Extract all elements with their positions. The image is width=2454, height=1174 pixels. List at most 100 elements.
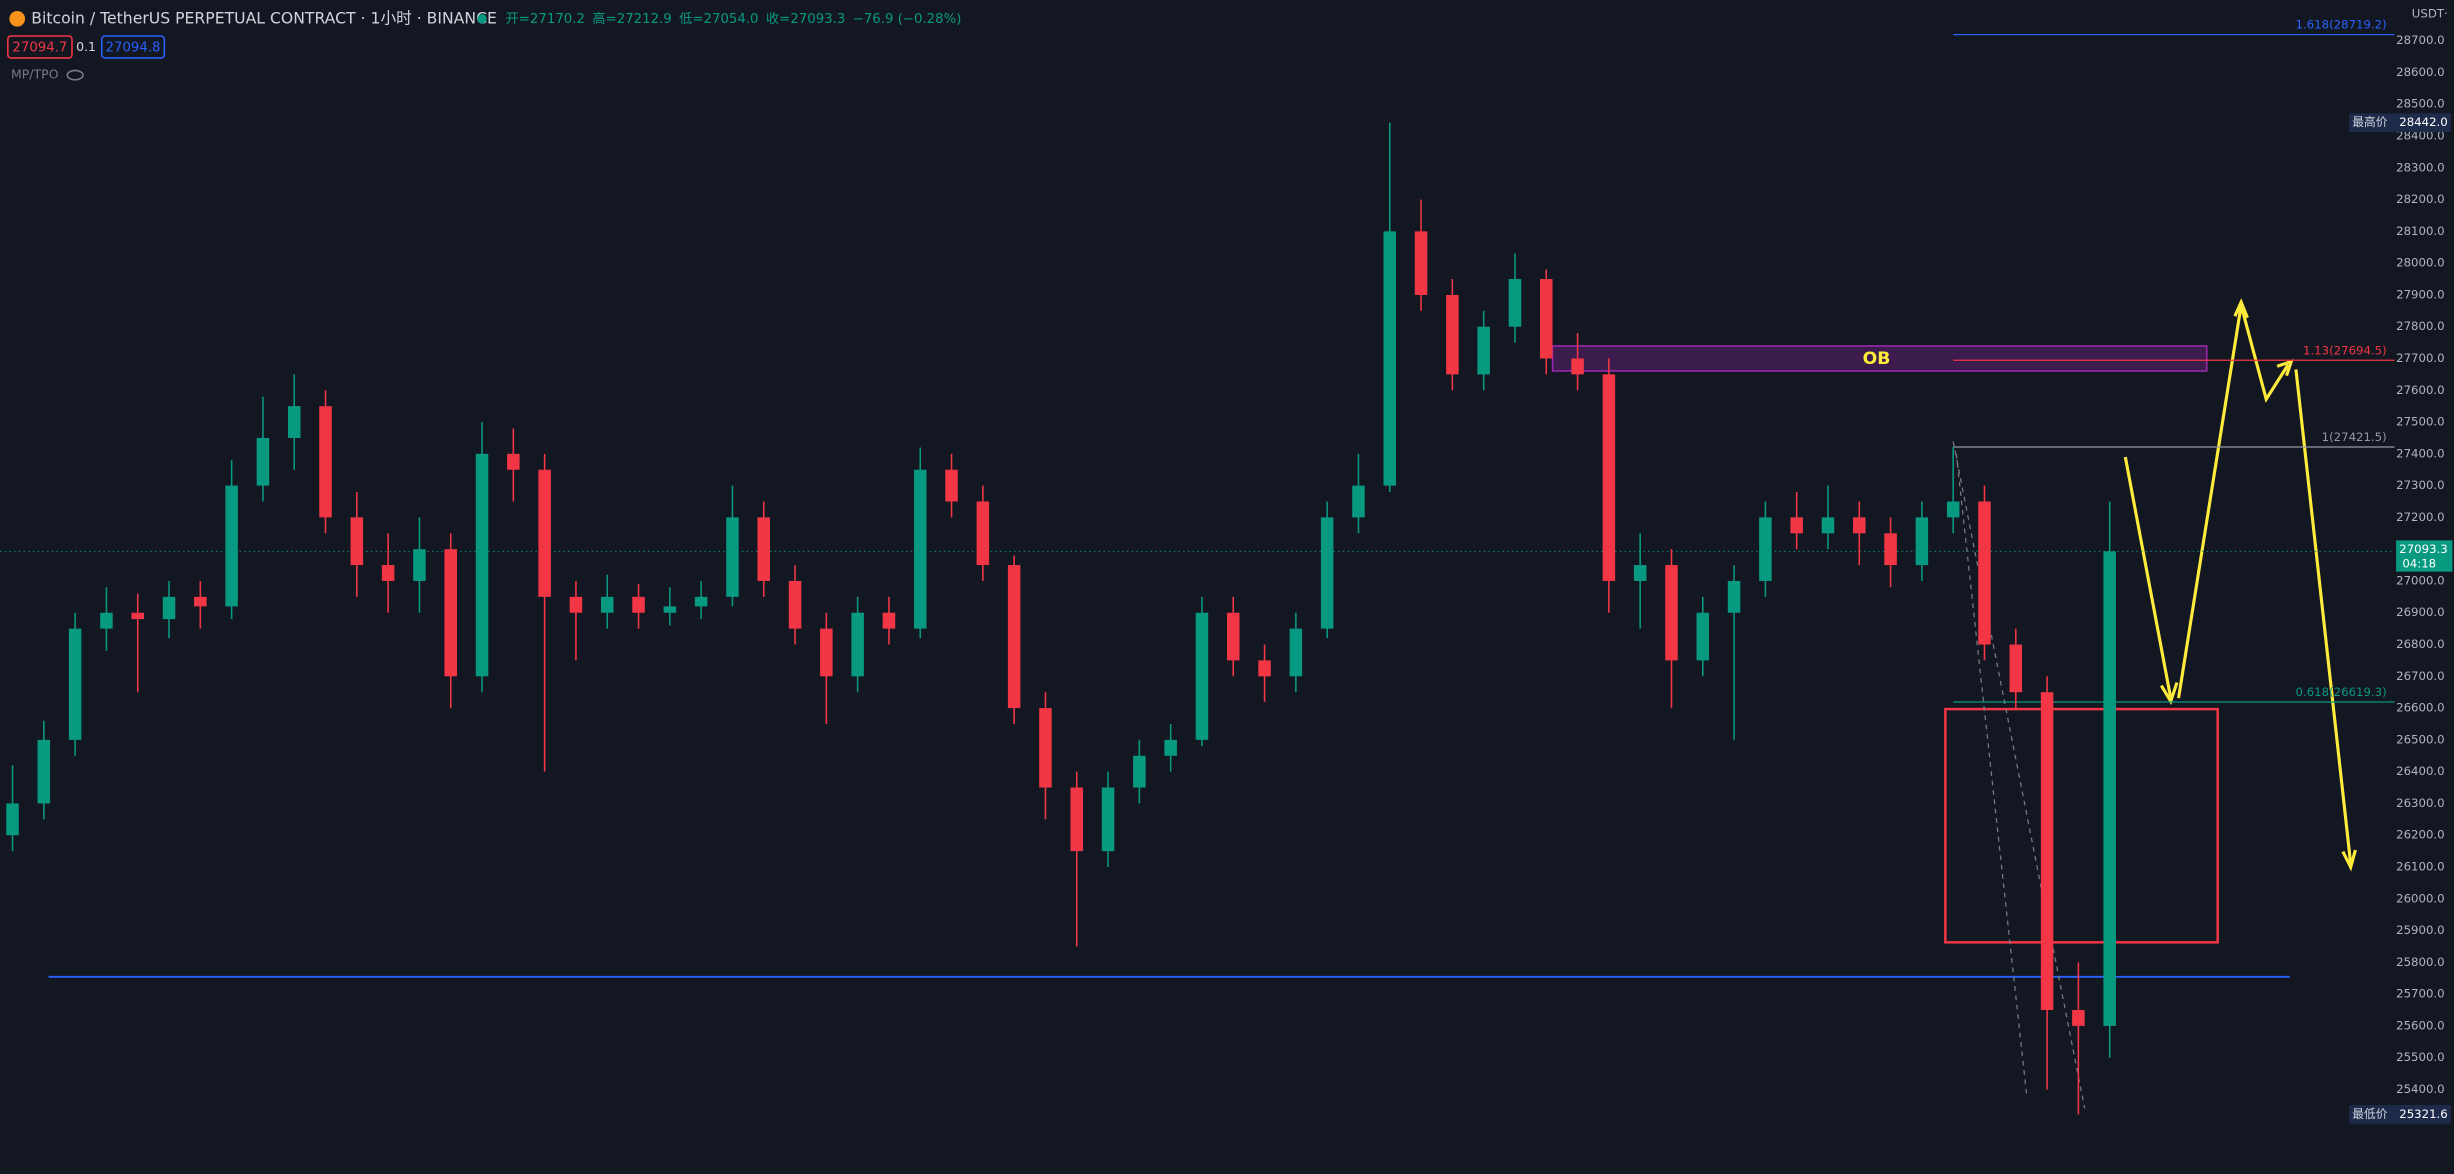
candle-body: [1946, 501, 1960, 518]
candle-body: [1133, 755, 1146, 788]
candle-body: [350, 517, 364, 566]
candle-body: [1696, 612, 1710, 661]
candle-body: [413, 549, 426, 581]
candle-body: [1258, 660, 1271, 677]
logo: [9, 10, 26, 27]
candle-body: [1790, 517, 1803, 534]
y-tick-label: 26500.0: [2396, 732, 2444, 746]
y-tick-label: 28100.0: [2396, 224, 2444, 238]
y-tick-label: 28200.0: [2396, 192, 2444, 206]
candle-body: [131, 612, 144, 620]
low: 低=27054.0: [679, 11, 758, 27]
candle-body: [976, 501, 990, 566]
candle-body: [1477, 326, 1490, 375]
candle-body: [2040, 692, 2054, 1011]
candle-body: [757, 517, 771, 581]
y-tick-label: 27000.0: [2396, 573, 2444, 587]
drawings: OB: [48, 298, 2357, 1109]
countdown: 04:18: [2402, 556, 2436, 570]
y-tick-label: 27800.0: [2396, 319, 2444, 333]
zone-box: [1944, 707, 2219, 944]
spread: 0.1: [76, 39, 96, 54]
y-tick-label: 26800.0: [2396, 637, 2444, 651]
ask-box[interactable]: [100, 35, 166, 59]
candle-body: [632, 596, 645, 613]
candle-body: [694, 596, 708, 607]
candle-body: [1414, 231, 1428, 295]
candle-body: [945, 469, 958, 502]
candle-body: [1633, 565, 1647, 581]
candle-body: [319, 406, 332, 518]
header: Bitcoin / TetherUS PERPETUAL CONTRACT · …: [7, 7, 2448, 82]
candle-body: [882, 612, 896, 629]
candle-body: [6, 803, 19, 836]
symbol: Bitcoin / TetherUS PERPETUAL CONTRACT · …: [31, 8, 497, 27]
fib-label: 1(27421.5): [2322, 430, 2387, 444]
candle-body: [569, 596, 583, 613]
ask[interactable]: 27094.8: [106, 41, 161, 56]
candle-body: [1853, 517, 1866, 534]
candle-body: [1007, 565, 1021, 709]
candle-body: [851, 612, 864, 677]
y-tick-label: 25400.0: [2396, 1082, 2444, 1096]
bid-box[interactable]: [7, 35, 73, 59]
arrow-head: [2276, 359, 2294, 377]
y-tick-label: 28500.0: [2396, 97, 2444, 111]
fib-label: 0.618(26619.3): [2296, 685, 2387, 699]
y-tick-label: 28700.0: [2396, 33, 2444, 47]
status-dot: [477, 14, 487, 24]
candle-body: [600, 596, 614, 613]
candle-body: [162, 596, 176, 620]
candle-body: [2009, 644, 2023, 693]
visibility-icon[interactable]: [66, 69, 84, 81]
candle-body: [1383, 231, 1397, 486]
ohlc: 开=27170.2 高=27212.9 低=27054.0 收=27093.3 …: [506, 10, 962, 27]
bid[interactable]: 27094.7: [12, 41, 67, 56]
candle-body: [788, 580, 802, 629]
candle-body: [1352, 485, 1365, 518]
candle-body: [507, 453, 520, 470]
candle-body: [1227, 612, 1240, 661]
forecast-arrows: [2123, 298, 2357, 872]
y-tick-label: 27300.0: [2396, 478, 2444, 492]
candle-body: [1195, 612, 1209, 740]
candle-body: [820, 628, 833, 677]
y-tick-label: 25600.0: [2396, 1018, 2444, 1032]
candle-body: [1821, 517, 1835, 534]
y-tick-label: 26900.0: [2396, 605, 2444, 619]
extreme-name: 最低价: [2352, 1107, 2387, 1121]
y-tick-label: 26600.0: [2396, 701, 2444, 715]
indicator: MP/TPO: [11, 67, 59, 82]
y-tick-label: 25700.0: [2396, 987, 2444, 1001]
y-tick-label: 27200.0: [2396, 510, 2444, 524]
y-tick-label: 26400.0: [2396, 764, 2444, 778]
y-tick-label: 26200.0: [2396, 828, 2444, 842]
y-tick-label: 26000.0: [2396, 891, 2444, 905]
fib-label: 1.618(28719.2): [2296, 18, 2387, 32]
currency: USDT·: [2412, 7, 2448, 21]
y-tick-label: 27900.0: [2396, 287, 2444, 301]
candle-body: [1571, 358, 1584, 375]
candle-body: [2103, 551, 2116, 1026]
y-tick-label: 28600.0: [2396, 65, 2444, 79]
candle-body: [194, 596, 207, 607]
candle-body: [225, 485, 238, 607]
y-tick-label: 26700.0: [2396, 669, 2444, 683]
arrow: [2177, 304, 2290, 699]
candle-body: [538, 469, 551, 597]
candle-body: [1727, 580, 1741, 613]
candle-body: [1070, 787, 1084, 852]
candle-body: [1289, 628, 1303, 677]
y-tick-label: 27500.0: [2396, 415, 2444, 429]
candle-body: [68, 628, 82, 740]
y-tick-label: 27400.0: [2396, 446, 2444, 460]
change: −76.9 (−0.28%): [853, 12, 962, 27]
y-tick-label: 27700.0: [2396, 351, 2444, 365]
arrow: [2123, 456, 2173, 699]
candle-body: [1164, 739, 1177, 756]
open: 开=27170.2: [506, 12, 585, 27]
extreme-box: [2349, 113, 2451, 133]
